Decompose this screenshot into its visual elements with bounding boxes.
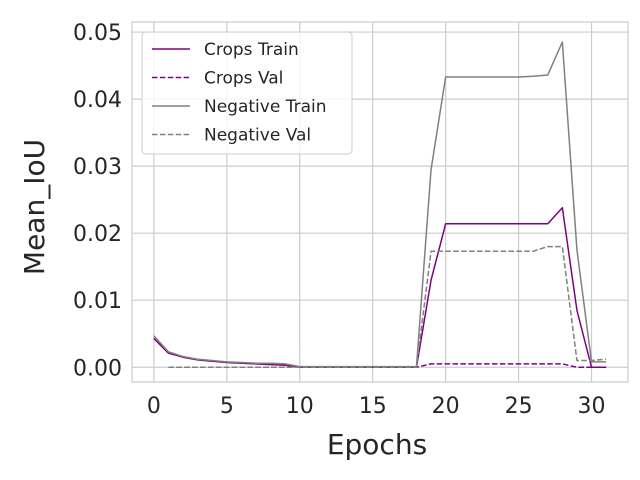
legend-box [141,31,353,155]
legend: Crops Train Crops Val Negative Train Negati… [141,31,353,155]
y-tick-label: 0.00 [73,356,122,381]
legend-label-3: Negative Val [204,126,311,146]
y-tick-label: 0.03 [73,155,122,180]
y-tick-label: 0.05 [73,21,122,46]
legend-items: Crops Train Crops Val Negative Train Negati… [152,40,327,146]
series-line-3 [168,245,607,368]
x-tick-label: 0 [147,394,161,419]
legend-label-2: Negative Train [204,97,327,117]
x-tick-label: 5 [220,394,234,419]
y-tick-label: 0.01 [73,289,122,314]
x-tick-label: 30 [578,394,606,419]
x-tick-label: 20 [432,394,460,419]
legend-label-0: Crops Train [204,40,299,60]
series-line-2 [153,41,607,368]
x-tick-labels: 0 5 10 15 20 25 30 [147,394,606,419]
y-tick-labels: 0.00 0.01 0.02 0.03 0.04 0.05 [73,21,122,381]
x-axis-title: Epochs [327,428,427,461]
y-tick-label: 0.02 [73,222,122,247]
legend-label-1: Crops Val [204,69,283,89]
x-tick-label: 25 [505,394,533,419]
y-tick-label: 0.04 [73,88,122,113]
y-axis-title: Mean_IoU [18,139,51,275]
series-layer [153,41,607,368]
x-tick-label: 15 [359,394,387,419]
x-tick-label: 10 [286,394,314,419]
plot-frame [131,21,629,383]
